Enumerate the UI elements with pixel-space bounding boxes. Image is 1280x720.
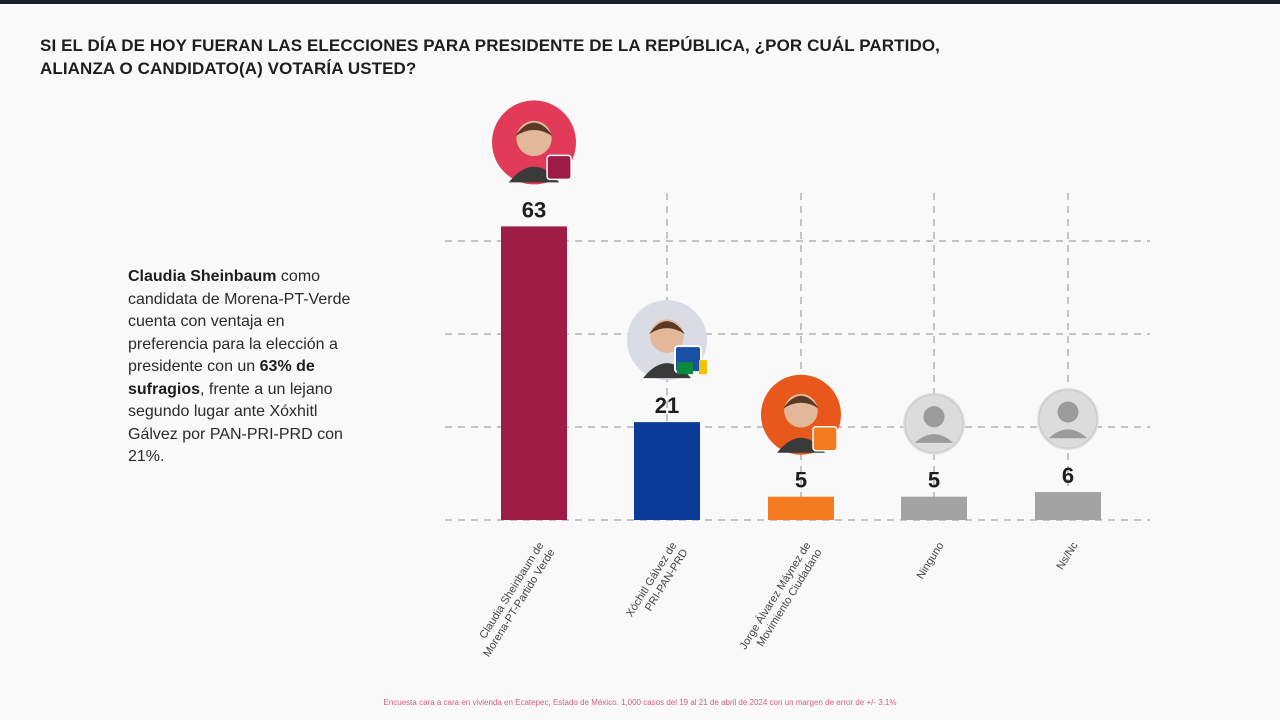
value-label-1: 21 (655, 393, 679, 418)
movimiento-ciudadano-logo (812, 425, 838, 452)
avatar-4 (1037, 388, 1099, 451)
avatar-3 (903, 392, 965, 455)
user-icon-head-3 (923, 406, 945, 428)
chart-bars (501, 226, 1101, 521)
value-labels: 63 21 5 5 6 (522, 197, 1074, 492)
user-icon-head-4 (1057, 401, 1079, 423)
value-label-2: 5 (795, 468, 807, 493)
bar-2 (768, 496, 834, 520)
category-label-line-3-0: Ninguno (915, 540, 947, 581)
value-label-3: 5 (928, 468, 940, 493)
hair-1 (649, 321, 685, 335)
category-label-3: Ninguno (915, 540, 947, 581)
summary-text-2: , frente a un lejano segundo lugar ante … (128, 380, 343, 466)
morena-logo (546, 154, 572, 181)
footnote: Encuesta cara a cara en vivienda en Ecat… (383, 698, 897, 707)
category-label-line-4-0: Ns/Nc (1054, 540, 1080, 572)
prd-logo (699, 360, 707, 375)
pri-logo (677, 362, 693, 375)
avatar-0 (492, 100, 576, 185)
summary-percent: 63% de sufragios (128, 358, 315, 398)
value-label-4: 6 (1062, 463, 1074, 488)
category-label-1: Xóchitl Gálvez dePRI-PAN-PRD (624, 540, 691, 626)
summary-text: Claudia Sheinbaum como candidata de More… (128, 266, 353, 469)
category-labels: Claudia Sheinbaum deMorena-PT-Partido Ve… (470, 540, 1080, 660)
candidate-avatars (492, 100, 1099, 455)
hair-0 (515, 122, 553, 137)
category-label-line-0-1: Morena-PT-Partido Verde (481, 547, 557, 659)
chart-title: SI EL DÍA DE HOY FUERAN LAS ELECCIONES P… (40, 36, 941, 78)
value-label-0: 63 (522, 197, 546, 222)
user-icon-body-4 (1048, 429, 1088, 439)
category-label-2: Jorge Álvarez Máynez deMovimiento Ciudad… (737, 540, 825, 659)
category-label-0: Claudia Sheinbaum deMorena-PT-Partido Ve… (470, 540, 557, 659)
summary-name: Claudia Sheinbaum (128, 268, 277, 285)
bar-0 (501, 226, 567, 521)
bar-chart: 63 21 5 5 6 Claudia Sheinbaum deMorena-PT-Pa… (445, 100, 1150, 660)
top-bar (0, 0, 1280, 4)
bar-1 (634, 422, 700, 520)
avatar-2 (761, 374, 841, 455)
category-label-4: Ns/Nc (1054, 540, 1080, 572)
category-label-line-2-0: Jorge Álvarez Máynez de (737, 540, 814, 652)
avatar-1 (627, 300, 707, 381)
bar-3 (901, 496, 967, 520)
user-icon-body-3 (914, 434, 954, 443)
summary-text-1: como candidata de Morena-PT-Verde cuenta… (128, 268, 351, 375)
hair-2 (783, 395, 819, 409)
bar-4 (1035, 492, 1101, 520)
